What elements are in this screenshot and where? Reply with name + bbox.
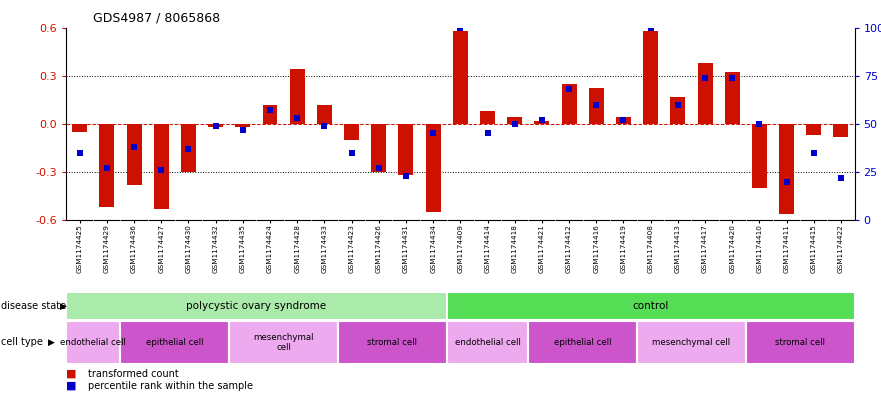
Text: transformed count: transformed count [88, 369, 179, 379]
Bar [154, 124, 169, 209]
Bar [398, 124, 413, 175]
Text: stromal cell: stromal cell [775, 338, 825, 347]
Bar [698, 63, 713, 124]
Text: ■: ■ [66, 381, 77, 391]
Bar [507, 118, 522, 124]
Bar [637, 321, 746, 364]
Text: percentile rank within the sample: percentile rank within the sample [88, 381, 253, 391]
Bar [263, 105, 278, 124]
Bar [616, 118, 631, 124]
Bar [806, 124, 821, 135]
Bar [100, 124, 115, 207]
Text: cell type: cell type [1, 337, 43, 347]
Bar [127, 124, 142, 185]
Text: GDS4987 / 8065868: GDS4987 / 8065868 [93, 12, 219, 25]
Bar [670, 97, 685, 124]
Bar [725, 72, 740, 124]
Bar [751, 124, 766, 188]
Text: epithelial cell: epithelial cell [554, 338, 611, 347]
Text: control: control [633, 301, 669, 311]
Bar [66, 292, 447, 320]
Bar [447, 292, 855, 320]
Bar [181, 124, 196, 172]
Bar [833, 124, 848, 137]
Text: polycystic ovary syndrome: polycystic ovary syndrome [187, 301, 327, 311]
Bar [426, 124, 440, 212]
Bar [480, 111, 495, 124]
Bar [529, 321, 637, 364]
Bar [338, 321, 447, 364]
Text: ▶: ▶ [48, 338, 56, 347]
Text: endothelial cell: endothelial cell [60, 338, 126, 347]
Bar [371, 124, 386, 172]
Bar [561, 84, 576, 124]
Text: stromal cell: stromal cell [367, 338, 418, 347]
Bar [535, 121, 550, 124]
Bar [317, 105, 332, 124]
Text: epithelial cell: epithelial cell [146, 338, 204, 347]
Text: disease state: disease state [1, 301, 66, 311]
Bar [121, 321, 229, 364]
Bar [208, 124, 223, 127]
Bar [746, 321, 855, 364]
Text: ■: ■ [66, 369, 77, 379]
Text: mesenchymal cell: mesenchymal cell [652, 338, 730, 347]
Bar [779, 124, 794, 214]
Bar [453, 31, 468, 124]
Text: ▶: ▶ [60, 301, 67, 310]
Bar [72, 124, 87, 132]
Text: endothelial cell: endothelial cell [455, 338, 521, 347]
Bar [643, 31, 658, 124]
Bar [290, 69, 305, 124]
Bar [229, 321, 338, 364]
Bar [447, 321, 529, 364]
Text: mesenchymal
cell: mesenchymal cell [254, 332, 314, 352]
Bar [66, 321, 121, 364]
Bar [344, 124, 359, 140]
Bar [235, 124, 250, 127]
Bar [589, 88, 603, 124]
